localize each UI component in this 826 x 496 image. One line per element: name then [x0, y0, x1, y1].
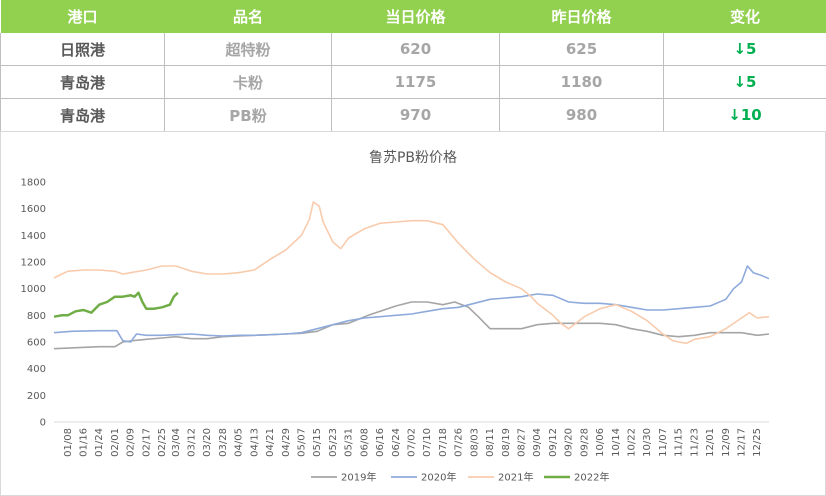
x-tick-label: 08/27 — [517, 428, 528, 457]
x-tick-label: 02/25 — [157, 428, 168, 457]
cell-yesterday: 1180 — [499, 65, 664, 99]
cell-today: 620 — [331, 33, 500, 66]
x-tick-label: 06/16 — [375, 428, 386, 457]
legend-label: 2022年 — [574, 471, 609, 484]
cell-product: 卡粉 — [164, 65, 332, 99]
table-row: 青岛港 PB粉 970 980 ↓10 — [0, 98, 826, 132]
x-tick-label: 05/15 — [312, 428, 323, 457]
cell-today: 1175 — [331, 65, 500, 99]
cell-yesterday: 980 — [499, 98, 664, 132]
header-product: 品名 — [164, 0, 332, 33]
x-tick-label: 12/25 — [752, 428, 763, 457]
x-tick-label: 10/06 — [595, 428, 606, 457]
x-tick-label: 12/17 — [737, 428, 748, 457]
cell-product: 超特粉 — [164, 33, 332, 66]
cell-port: 日照港 — [0, 33, 165, 66]
header-change: 变化 — [663, 0, 826, 33]
cell-yesterday: 625 — [499, 33, 664, 66]
x-tick-label: 11/23 — [689, 428, 700, 457]
x-tick-label: 04/13 — [249, 428, 260, 457]
cell-change: ↓5 — [663, 33, 826, 66]
x-tick-label: 11/07 — [658, 428, 669, 457]
x-tick-label: 01/24 — [94, 428, 105, 457]
line-chart: 鲁苏PB粉价格 0 200 400 600 800 1000 1200 1400 1600 180… — [21, 150, 770, 484]
cell-change: ↓5 — [663, 65, 826, 99]
x-tick-label: 10/22 — [627, 428, 638, 457]
x-tick-label: 06/08 — [359, 428, 370, 457]
x-tick-label: 08/03 — [469, 428, 480, 457]
table-row: 日照港 超特粉 620 625 ↓5 — [0, 33, 826, 66]
legend-label: 2021年 — [498, 471, 533, 484]
y-tick-label: 1400 — [21, 231, 46, 242]
y-tick-label: 600 — [27, 338, 46, 349]
legend: 2019年 2020年 2021年 2022年 — [311, 471, 609, 484]
x-tick-label: 11/15 — [674, 428, 685, 457]
x-tick-label: 05/23 — [328, 428, 339, 457]
x-tick-label: 06/24 — [391, 428, 402, 457]
price-table: 港口 品名 当日价格 昨日价格 变化 日照港 超特粉 620 625 ↓5 青岛… — [0, 0, 826, 132]
y-axis: 0 200 400 600 800 1000 1200 1400 1600 1800 — [21, 178, 46, 429]
table-header-row: 港口 品名 当日价格 昨日价格 变化 — [0, 0, 826, 33]
x-tick-label: 08/11 — [485, 428, 496, 457]
x-tick-label: 03/20 — [202, 428, 213, 457]
x-tick-label: 10/30 — [642, 428, 653, 457]
y-tick-label: 1800 — [21, 178, 46, 189]
x-tick-label: 12/01 — [705, 428, 716, 457]
legend-label: 2019年 — [341, 471, 376, 484]
x-tick-label: 02/17 — [141, 428, 152, 457]
x-tick-label: 01/16 — [78, 428, 89, 457]
y-tick-label: 800 — [27, 311, 46, 322]
x-tick-label: 04/05 — [234, 428, 245, 457]
x-tick-label: 10/14 — [611, 428, 622, 457]
x-tick-label: 07/10 — [422, 428, 433, 457]
chart-area: 鲁苏PB粉价格 0 200 400 600 800 1000 1200 1400 1600 180… — [0, 131, 826, 496]
chart-title: 鲁苏PB粉价格 — [369, 150, 457, 166]
x-axis: 01/08 01/16 01/24 02/01 02/09 02/17 02/25 03/04… — [54, 421, 769, 457]
header-yesterday-price: 昨日价格 — [499, 0, 664, 33]
x-tick-label: 03/12 — [187, 428, 198, 457]
series-layer — [53, 201, 770, 350]
x-tick-label: 01/08 — [63, 428, 74, 457]
x-tick-label: 09/12 — [548, 428, 559, 457]
y-tick-label: 1000 — [21, 284, 46, 295]
x-tick-label: 04/21 — [265, 428, 276, 457]
x-tick-label: 02/01 — [110, 428, 121, 457]
y-tick-label: 1200 — [21, 258, 46, 269]
x-tick-label: 04/29 — [281, 428, 292, 457]
series-line — [53, 265, 770, 343]
cell-change: ↓10 — [663, 98, 826, 132]
x-tick-label: 07/02 — [407, 428, 418, 457]
series-line — [53, 301, 770, 350]
x-tick-label: 02/09 — [126, 428, 137, 457]
header-today-price: 当日价格 — [331, 0, 500, 33]
x-tick-label: 09/04 — [532, 428, 543, 457]
x-tick-label: 12/09 — [721, 428, 732, 457]
series-line — [53, 291, 179, 318]
x-tick-label: 05/31 — [344, 428, 355, 457]
x-tick-label: 09/28 — [579, 428, 590, 457]
x-tick-label: 03/04 — [171, 428, 182, 457]
x-tick-label: 05/07 — [297, 428, 308, 457]
x-tick-label: 08/19 — [501, 428, 512, 457]
y-tick-label: 1600 — [21, 204, 46, 215]
header-port: 港口 — [0, 0, 165, 33]
x-tick-label: 09/20 — [564, 428, 575, 457]
y-tick-label: 400 — [27, 364, 46, 375]
x-tick-label: 07/26 — [454, 428, 465, 457]
y-tick-label: 200 — [27, 391, 46, 402]
x-tick-label: 07/18 — [438, 428, 449, 457]
cell-product: PB粉 — [164, 98, 332, 132]
cell-port: 青岛港 — [0, 98, 165, 132]
cell-today: 970 — [331, 98, 500, 132]
table-row: 青岛港 卡粉 1175 1180 ↓5 — [0, 65, 826, 99]
legend-label: 2020年 — [421, 471, 456, 484]
y-tick-label: 0 — [40, 418, 46, 429]
x-tick-label: 03/28 — [218, 428, 229, 457]
series-line — [53, 201, 770, 345]
cell-port: 青岛港 — [0, 65, 165, 99]
